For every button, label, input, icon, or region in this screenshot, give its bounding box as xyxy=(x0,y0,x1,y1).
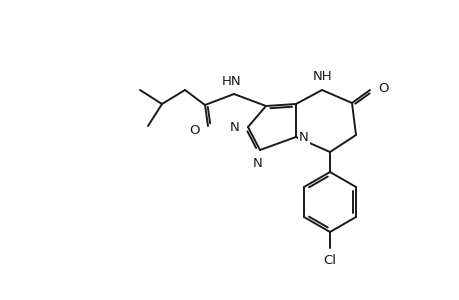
Text: HN: HN xyxy=(222,75,241,88)
Text: O: O xyxy=(377,82,388,94)
Text: N: N xyxy=(230,121,240,134)
Text: N: N xyxy=(252,157,262,170)
Text: O: O xyxy=(189,124,200,136)
Text: Cl: Cl xyxy=(323,254,336,267)
Text: NH: NH xyxy=(313,70,332,83)
Text: N: N xyxy=(298,130,308,143)
